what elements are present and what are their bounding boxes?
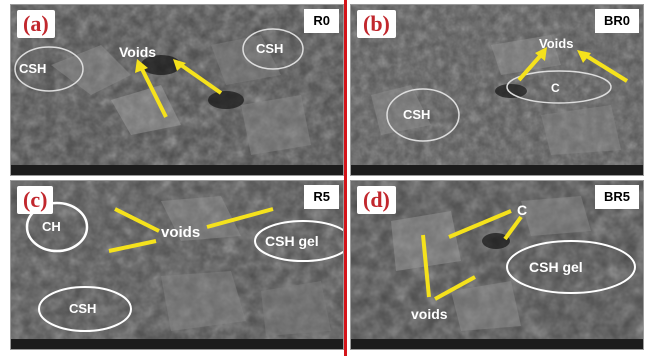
arrow [139,66,168,118]
red-separator [344,0,347,356]
sample-tag-d: BR5 [594,185,639,209]
label-voids: Voids [119,44,156,60]
panel-a: Voids CSH CSH (a) R0 [10,4,344,176]
label-c: C [517,202,527,218]
label-ch: CH [42,219,61,234]
arrow [179,63,223,95]
label-csh-gel: CSH gel [265,233,319,249]
panel-letter-c: (c) [17,186,54,214]
label-voids: voids [161,224,200,241]
arrowhead [535,47,547,61]
sample-tag-c: R5 [304,185,339,209]
arrow [421,234,431,298]
arrowhead [577,50,591,63]
panel-c: CH voids CSH gel CSH (c) R5 [10,180,344,350]
sem-image-d: C CSH gel voids [351,181,643,349]
label-voids: voids [411,306,448,322]
arrow [434,275,476,301]
arrow [448,209,512,239]
arrow [503,215,523,241]
panel-letter-b: (b) [357,10,396,38]
arrow [206,207,274,229]
panel-b: Voids C CSH (b) BR0 [350,4,644,176]
arrow [517,53,543,82]
arrowhead [173,59,186,71]
arrowhead [135,59,148,73]
sem-image-b: Voids C CSH [351,5,643,175]
label-csh-gel: CSH gel [529,259,583,275]
label-csh: CSH [69,301,96,316]
label-csh-right: CSH [256,41,283,56]
sem-image-a: Voids CSH CSH [11,5,343,175]
panel-letter-d: (d) [357,186,396,214]
arrow [583,53,629,83]
label-voids: Voids [539,36,573,51]
sample-tag-a: R0 [304,9,339,33]
sem-image-c: CH voids CSH gel CSH [11,181,343,349]
sample-tag-b: BR0 [594,9,639,33]
label-csh: CSH [403,107,430,122]
arrow [108,239,157,253]
label-c: C [551,81,560,95]
arrow [114,207,160,233]
panel-d: C CSH gel voids (d) BR5 [350,180,644,350]
panel-letter-a: (a) [17,10,55,38]
label-csh-left: CSH [19,61,46,76]
